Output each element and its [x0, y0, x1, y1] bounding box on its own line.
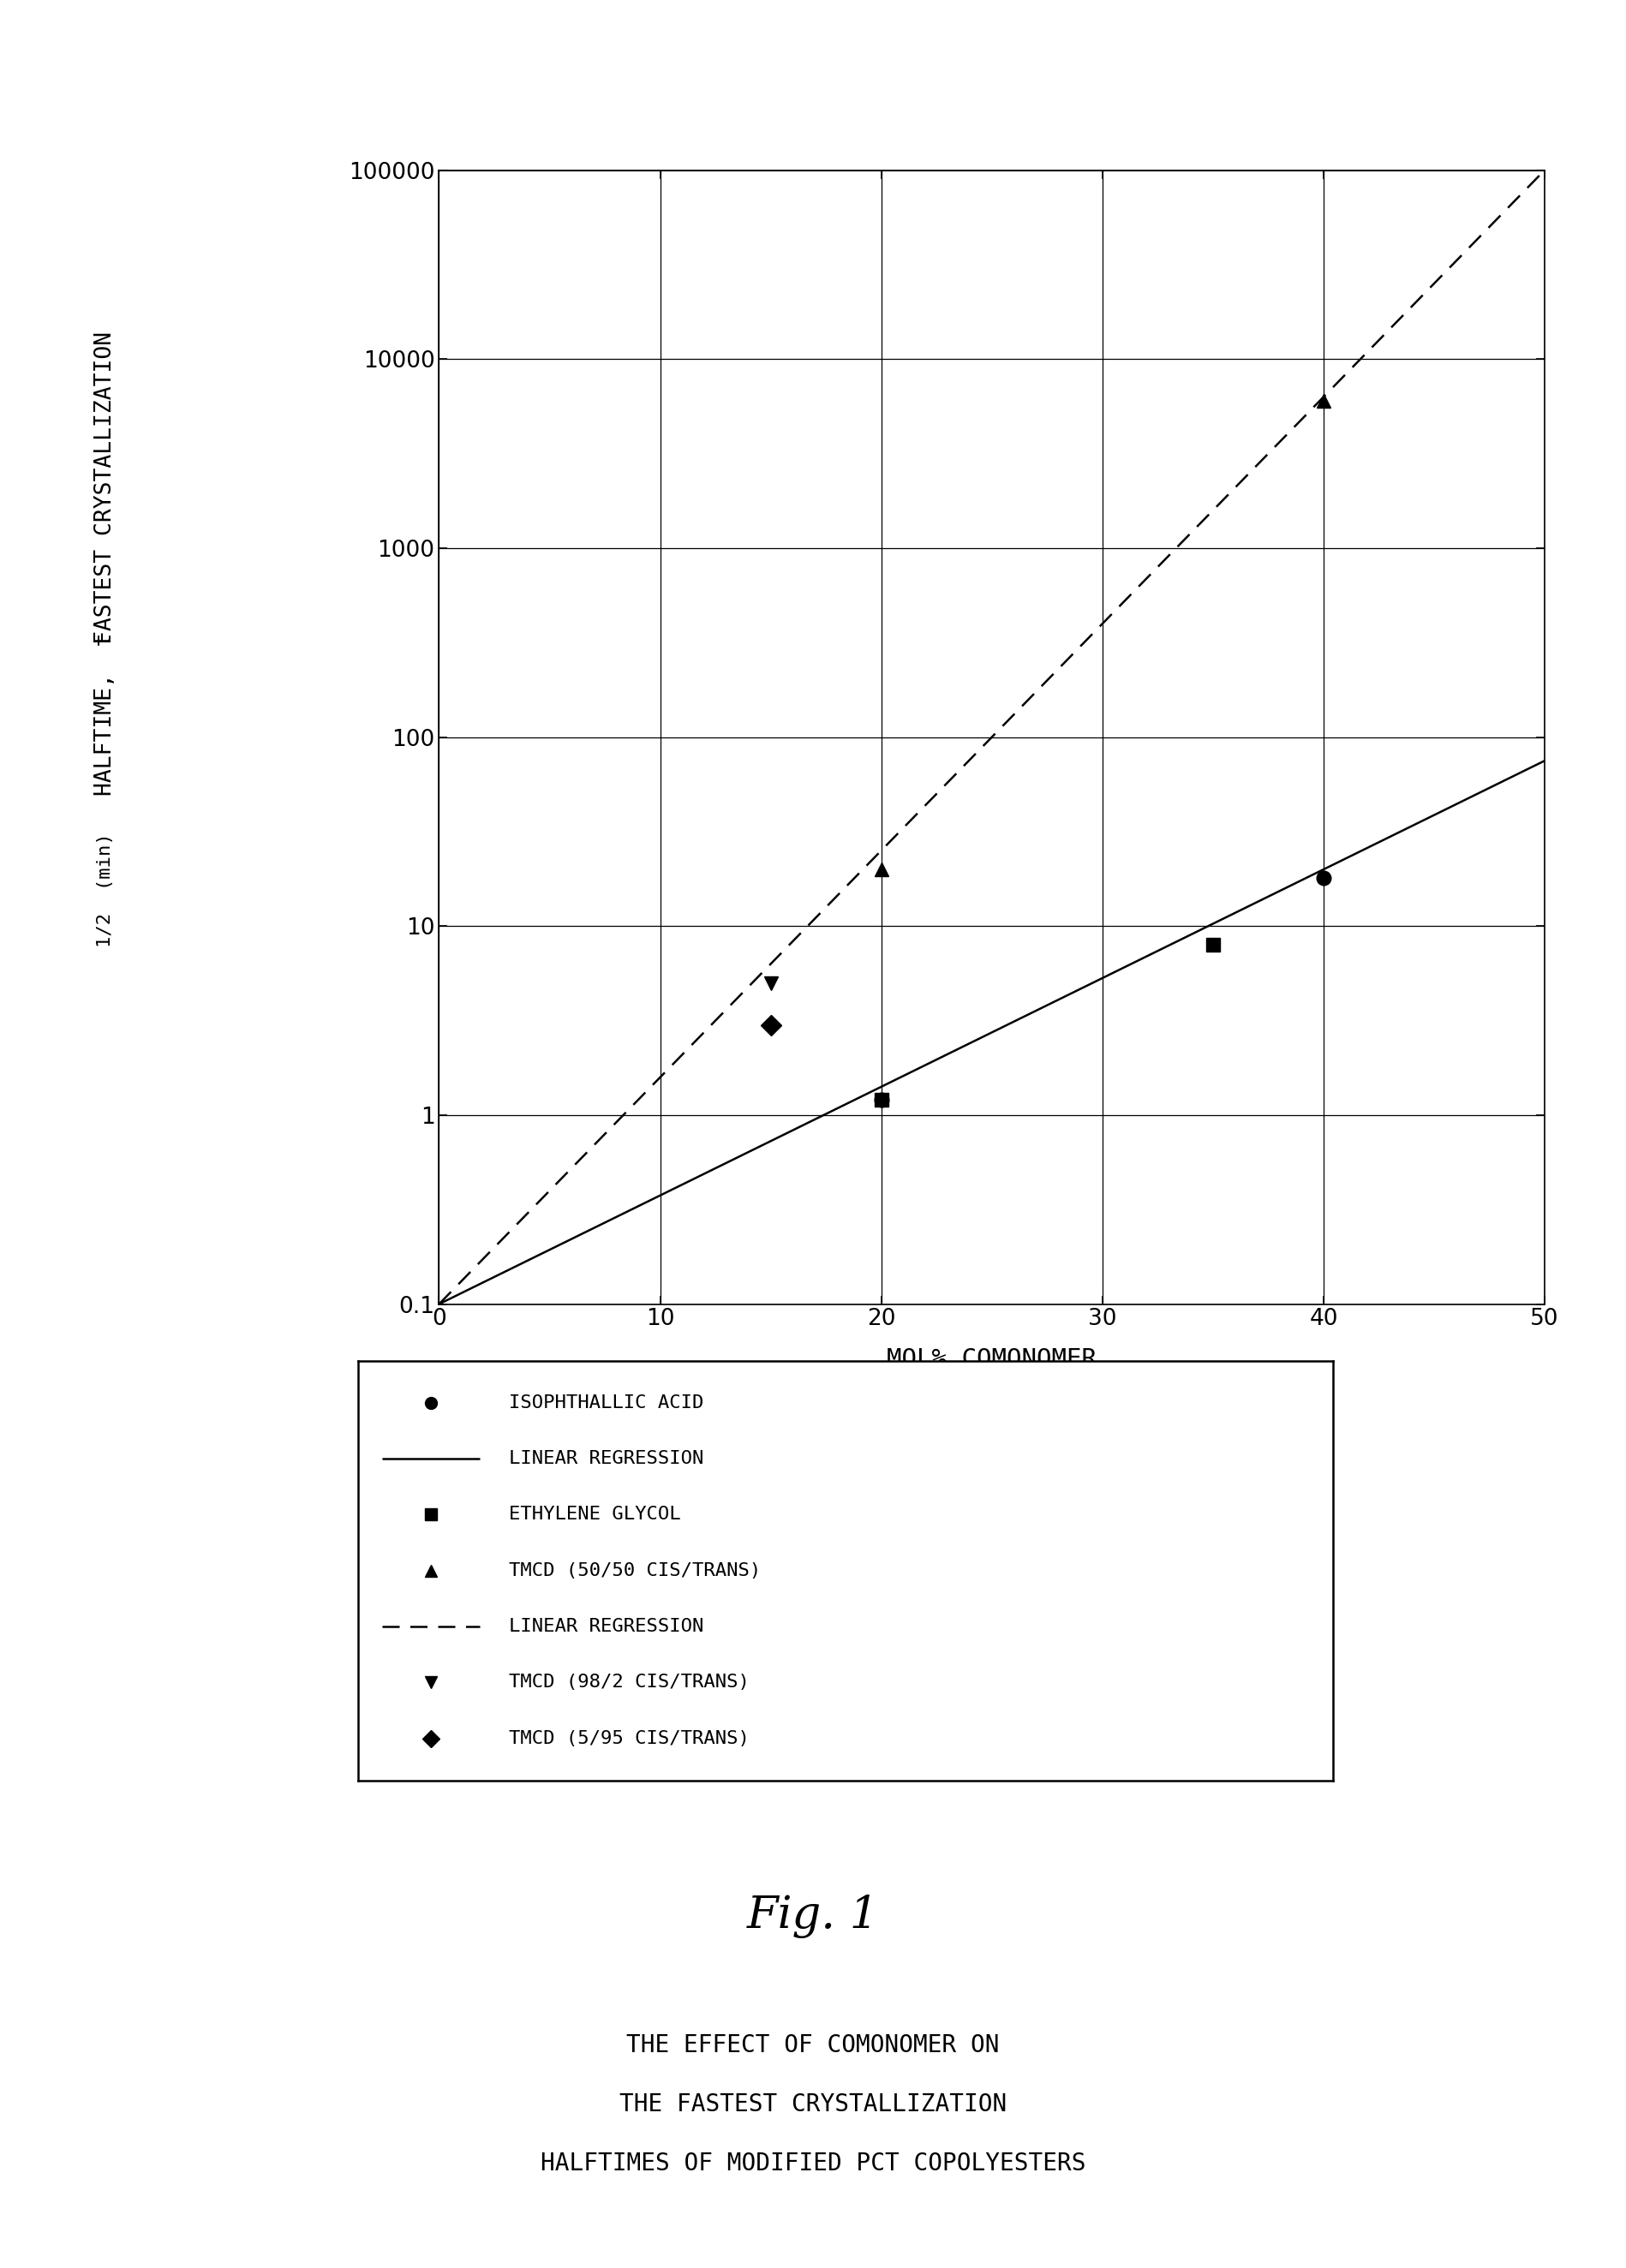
Text: THE FASTEST CRYSTALLIZATION: THE FASTEST CRYSTALLIZATION	[620, 2093, 1006, 2116]
Text: THE EFFECT OF COMONOMER ON: THE EFFECT OF COMONOMER ON	[626, 2034, 1000, 2057]
Text: TMCD (50/50 CIS/TRANS): TMCD (50/50 CIS/TRANS)	[509, 1563, 761, 1579]
Text: 1/2  (min): 1/2 (min)	[98, 832, 114, 948]
Text: LINEAR REGRESSION: LINEAR REGRESSION	[509, 1449, 704, 1467]
Text: HALFTIME,  t: HALFTIME, t	[94, 633, 117, 796]
Text: ETHYLENE GLYCOL: ETHYLENE GLYCOL	[509, 1506, 681, 1524]
X-axis label: MOL% COMONOMER: MOL% COMONOMER	[886, 1347, 1098, 1372]
Text: TMCD (98/2 CIS/TRANS): TMCD (98/2 CIS/TRANS)	[509, 1674, 750, 1692]
Text: LINEAR REGRESSION: LINEAR REGRESSION	[509, 1617, 704, 1635]
Text: HALFTIMES OF MODIFIED PCT COPOLYESTERS: HALFTIMES OF MODIFIED PCT COPOLYESTERS	[540, 2152, 1086, 2175]
Text: ISOPHTHALLIC ACID: ISOPHTHALLIC ACID	[509, 1395, 704, 1411]
Text: FASTEST CRYSTALLIZATION: FASTEST CRYSTALLIZATION	[94, 331, 117, 644]
Text: TMCD (5/95 CIS/TRANS): TMCD (5/95 CIS/TRANS)	[509, 1730, 750, 1746]
Text: Fig. 1: Fig. 1	[746, 1894, 880, 1939]
